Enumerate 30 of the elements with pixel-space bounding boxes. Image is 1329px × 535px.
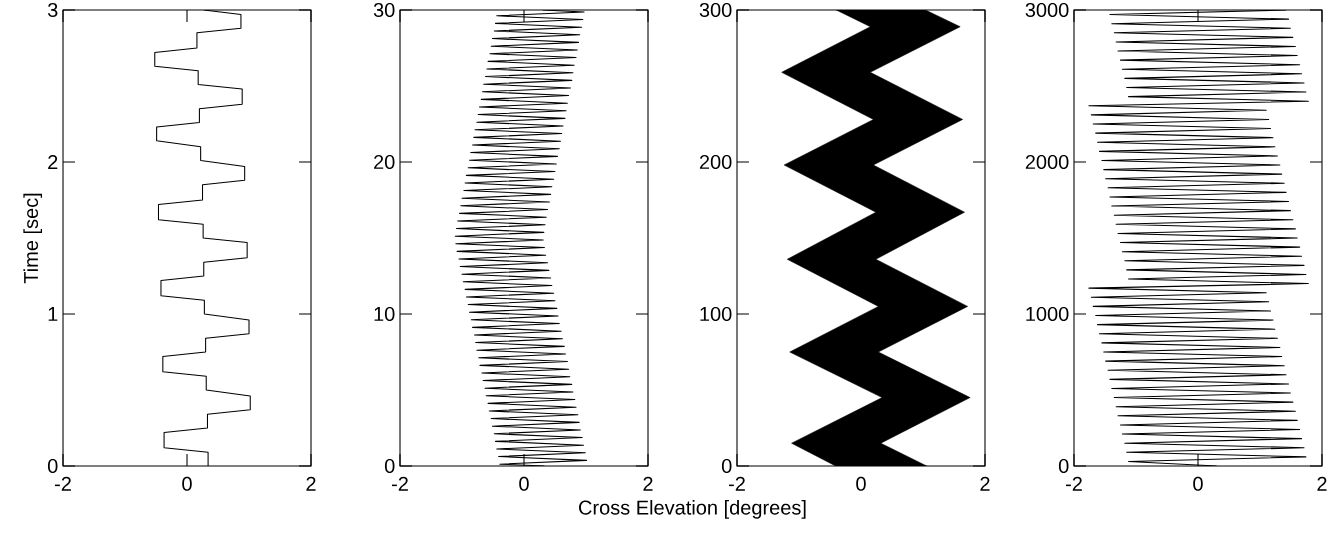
x-tick-label: 2 xyxy=(1317,476,1327,491)
x-axis-title: Cross Elevation [degrees] xyxy=(579,500,806,519)
x-tick-label: 0 xyxy=(519,476,529,491)
y-tick-label: 3000 xyxy=(1025,2,1069,18)
x-tick-label: 2 xyxy=(306,476,316,491)
y-tick-label: 0 xyxy=(1058,458,1069,474)
y-tick-label: 2000 xyxy=(1025,154,1069,170)
y-tick-label: 1 xyxy=(48,307,58,321)
y-tick-label: 3 xyxy=(47,2,58,18)
x-tick-label: -2 xyxy=(1065,476,1082,491)
x-tick-label: 0 xyxy=(856,476,866,491)
x-tick-label: -2 xyxy=(392,476,408,491)
x-tick-label: -2 xyxy=(55,476,71,491)
y-tick-label: 30 xyxy=(373,2,395,18)
y-tick-label: 100 xyxy=(700,306,732,322)
y-tick-label: 200 xyxy=(699,154,732,170)
y-tick-label: 1000 xyxy=(1026,306,1069,322)
y-tick-label: 2 xyxy=(48,155,58,169)
y-tick-label: 300 xyxy=(699,2,732,18)
x-tick-label: 2 xyxy=(643,476,653,491)
y-tick-label: 20 xyxy=(374,154,395,170)
x-tick-label: 0 xyxy=(182,476,192,491)
y-tick-label: 0 xyxy=(721,458,732,474)
x-tick-label: 2 xyxy=(980,476,990,491)
x-tick-label: -2 xyxy=(728,476,745,491)
y-tick-label: 0 xyxy=(384,458,395,474)
y-tick-label: 10 xyxy=(374,306,395,322)
y-tick-label: 0 xyxy=(47,458,58,474)
x-tick-label: 0 xyxy=(1193,476,1203,491)
y-axis-title: Time [sec] xyxy=(23,193,43,284)
